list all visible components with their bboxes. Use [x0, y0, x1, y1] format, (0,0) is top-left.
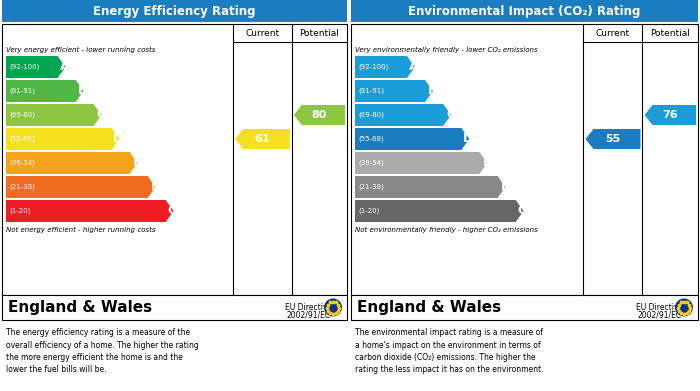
Text: (1-20): (1-20) [358, 208, 379, 214]
Text: F: F [501, 181, 510, 194]
Text: D: D [463, 133, 473, 145]
Text: England & Wales: England & Wales [357, 300, 501, 315]
FancyArrow shape [645, 105, 696, 125]
FancyArrow shape [294, 105, 345, 125]
FancyArrow shape [6, 56, 66, 78]
Text: Potential: Potential [300, 29, 339, 38]
Text: England & Wales: England & Wales [8, 300, 152, 315]
Text: Very environmentally friendly - lower CO₂ emissions: Very environmentally friendly - lower CO… [355, 47, 538, 53]
Text: Not energy efficient - higher running costs: Not energy efficient - higher running co… [6, 227, 155, 233]
FancyArrow shape [6, 80, 83, 102]
FancyArrow shape [355, 176, 505, 198]
Text: (39-54): (39-54) [9, 160, 35, 166]
Bar [351, 0, 698, 22]
Text: F: F [151, 181, 160, 194]
FancyArrow shape [6, 200, 174, 222]
Text: 2002/91/EC: 2002/91/EC [638, 310, 682, 319]
Text: G: G [167, 204, 178, 217]
Text: A: A [410, 61, 419, 74]
FancyArrow shape [6, 128, 120, 150]
Text: Very energy efficient - lower running costs: Very energy efficient - lower running co… [6, 47, 155, 53]
Text: 2002/91/EC: 2002/91/EC [287, 310, 331, 319]
FancyArrow shape [355, 104, 452, 126]
Text: Current: Current [246, 29, 279, 38]
Text: 76: 76 [662, 110, 678, 120]
Circle shape [675, 298, 693, 316]
Text: (39-54): (39-54) [358, 160, 384, 166]
Text: (81-91): (81-91) [358, 88, 384, 94]
FancyArrow shape [355, 80, 433, 102]
Text: The energy efficiency rating is a measure of the
overall efficiency of a home. T: The energy efficiency rating is a measur… [6, 328, 199, 375]
Text: E: E [483, 156, 491, 170]
Text: (92-100): (92-100) [9, 64, 39, 70]
Text: (55-68): (55-68) [9, 136, 35, 142]
Text: Not environmentally friendly - higher CO₂ emissions: Not environmentally friendly - higher CO… [355, 227, 538, 233]
Bar [351, 295, 698, 320]
Text: (92-100): (92-100) [358, 64, 388, 70]
Text: D: D [113, 133, 124, 145]
Text: (55-68): (55-68) [358, 136, 384, 142]
Text: (1-20): (1-20) [9, 208, 30, 214]
Text: The environmental impact rating is a measure of
a home's impact on the environme: The environmental impact rating is a mea… [355, 328, 543, 375]
FancyArrow shape [585, 129, 640, 149]
Circle shape [324, 298, 342, 316]
Text: (81-91): (81-91) [9, 88, 35, 94]
Text: (21-38): (21-38) [9, 184, 35, 190]
Bar [351, 24, 698, 295]
Text: Energy Efficiency Rating: Energy Efficiency Rating [93, 5, 256, 18]
FancyArrow shape [6, 152, 138, 174]
Text: (69-80): (69-80) [358, 112, 384, 118]
Text: EU Directive: EU Directive [636, 303, 684, 312]
FancyArrow shape [355, 56, 415, 78]
Text: EU Directive: EU Directive [286, 303, 332, 312]
FancyArrow shape [6, 176, 155, 198]
Text: E: E [133, 156, 141, 170]
Bar [2, 24, 347, 295]
Text: A: A [60, 61, 69, 74]
Text: 80: 80 [312, 110, 327, 120]
Text: 55: 55 [606, 134, 621, 144]
Text: G: G [517, 204, 528, 217]
FancyArrow shape [235, 129, 290, 149]
Text: (69-80): (69-80) [9, 112, 35, 118]
Bar [2, 295, 347, 320]
Text: Environmental Impact (CO₂) Rating: Environmental Impact (CO₂) Rating [408, 5, 640, 18]
FancyArrow shape [6, 104, 101, 126]
Text: 61: 61 [255, 134, 270, 144]
Text: Current: Current [596, 29, 630, 38]
Text: B: B [78, 84, 88, 97]
FancyArrow shape [355, 128, 469, 150]
Text: (21-38): (21-38) [358, 184, 384, 190]
Text: C: C [97, 108, 106, 122]
Text: B: B [428, 84, 437, 97]
Text: C: C [446, 108, 455, 122]
FancyArrow shape [355, 200, 524, 222]
Bar [2, 0, 347, 22]
FancyArrow shape [355, 152, 487, 174]
Text: Potential: Potential [650, 29, 690, 38]
